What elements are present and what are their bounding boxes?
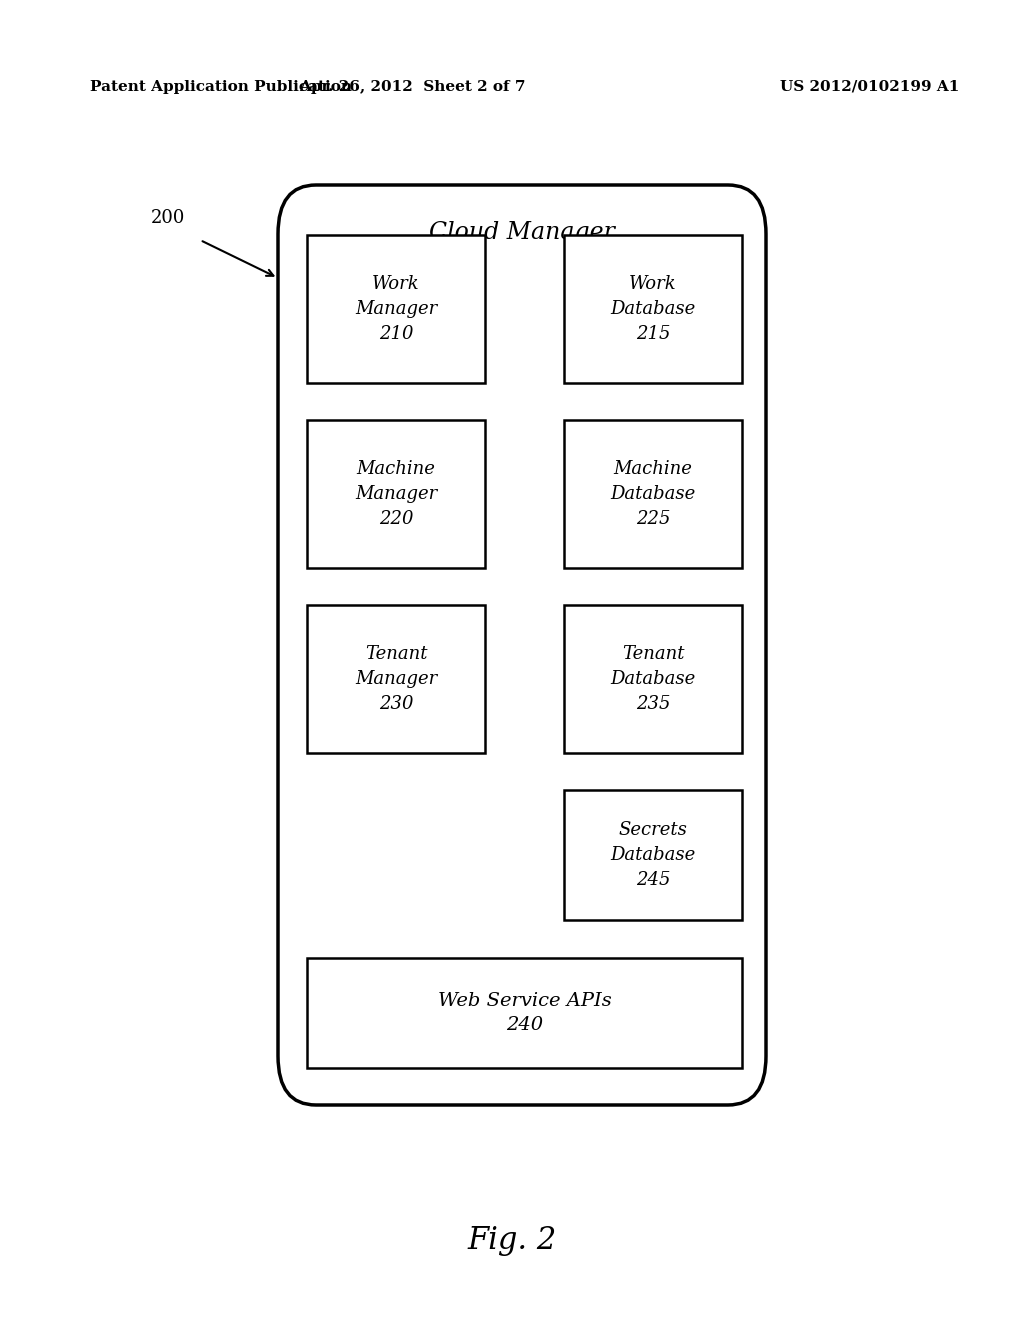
Text: Tenant
Database
235: Tenant Database 235 xyxy=(610,645,695,713)
Text: 200: 200 xyxy=(151,209,185,227)
FancyBboxPatch shape xyxy=(307,958,742,1068)
Text: Apr. 26, 2012  Sheet 2 of 7: Apr. 26, 2012 Sheet 2 of 7 xyxy=(299,81,525,94)
Text: Cloud Manager: Cloud Manager xyxy=(429,222,615,244)
FancyBboxPatch shape xyxy=(307,420,485,568)
FancyBboxPatch shape xyxy=(278,185,766,1105)
FancyBboxPatch shape xyxy=(307,605,485,752)
FancyBboxPatch shape xyxy=(307,235,485,383)
FancyBboxPatch shape xyxy=(564,420,742,568)
FancyBboxPatch shape xyxy=(564,235,742,383)
Text: US 2012/0102199 A1: US 2012/0102199 A1 xyxy=(780,81,959,94)
Text: Machine
Database
225: Machine Database 225 xyxy=(610,459,695,528)
Text: Web Service APIs
240: Web Service APIs 240 xyxy=(437,991,611,1035)
Text: Fig. 2: Fig. 2 xyxy=(467,1225,557,1255)
FancyBboxPatch shape xyxy=(564,605,742,752)
Text: Work
Manager
210: Work Manager 210 xyxy=(355,275,437,343)
FancyBboxPatch shape xyxy=(564,789,742,920)
Text: Tenant
Manager
230: Tenant Manager 230 xyxy=(355,645,437,713)
Text: Machine
Manager
220: Machine Manager 220 xyxy=(355,459,437,528)
Text: Work
Database
215: Work Database 215 xyxy=(610,275,695,343)
Text: Patent Application Publication: Patent Application Publication xyxy=(90,81,352,94)
Text: Secrets
Database
245: Secrets Database 245 xyxy=(610,821,695,888)
